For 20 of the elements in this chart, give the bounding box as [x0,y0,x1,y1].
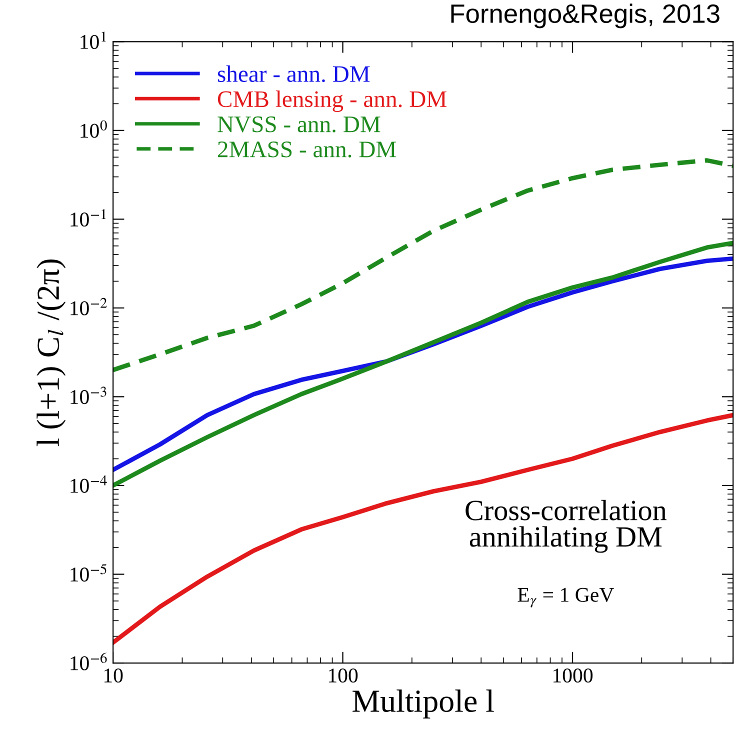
y-axis-title: l (l+1) C$_{l}$ /(2π) [36,259,66,446]
y-tick-label: 10$^{−1}$ [70,209,106,227]
x-tick-label: 10 [104,668,123,683]
x-tick-label: 100 [329,668,358,683]
text: Fornengo&Regis, 2013 [451,4,720,28]
y-tick-label: 10$^{−2}$ [70,298,107,316]
annotation: Cross-correlation annihilating DM [466,500,666,553]
y-tick-label: 10$^{1}$ [80,32,106,50]
y-tick-label: 10$^{−3}$ [70,386,106,404]
legend-label: NVSS - ann. DM [218,116,380,132]
legend-label: shear - ann. DM [218,65,370,82]
y-tick-label: 10$^{−4}$ [70,475,107,493]
legend-label: CMB lensing - ann. DM [218,90,446,112]
y-tick-label: 10$^{−6}$ [70,652,107,670]
x-tick-label: 1000 [554,668,593,683]
y-tick-label: 10$^{0}$ [80,120,107,138]
y-tick-label: 10$^{−5}$ [70,564,106,582]
x-axis-title: Multipole l [352,690,494,719]
legend-label: 2MASS - ann. DM [218,142,396,158]
annotation: E$_{γ}$ = 1 GeV [518,588,614,608]
